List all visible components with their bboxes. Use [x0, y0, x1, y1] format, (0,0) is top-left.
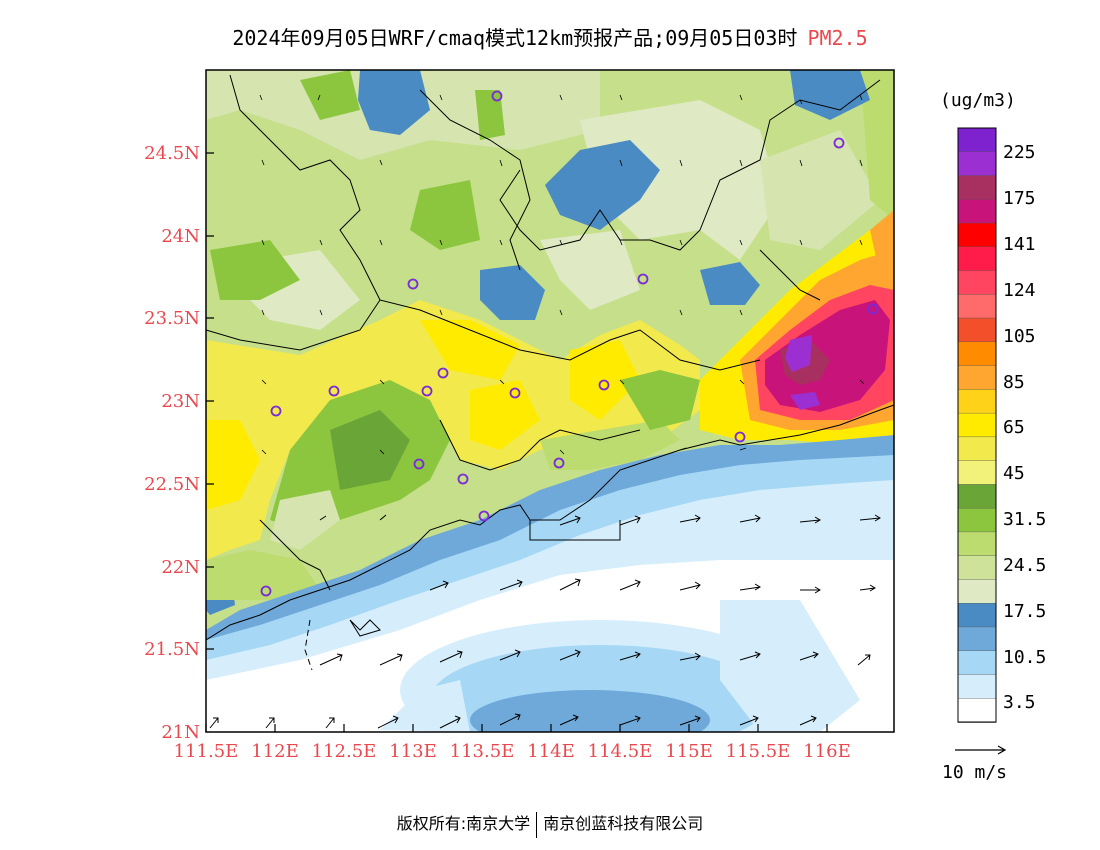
lon-label: 114.5E — [588, 741, 653, 762]
legend-label: 225 — [1003, 142, 1036, 163]
legend-label: 24.5 — [1003, 555, 1046, 576]
legend-color-swatch — [957, 460, 997, 486]
legend-color-swatch — [957, 199, 997, 224]
map-title: 2024年09月05日WRF/cmaq模式12km预报产品;09月05日03时 P… — [0, 22, 1100, 51]
title-variable: PM2.5 — [807, 26, 868, 50]
legend-colorbar — [957, 127, 997, 723]
pm25-field — [206, 70, 894, 732]
legend-color-swatch — [957, 389, 997, 414]
legend-unit: (ug/m3) — [940, 90, 1016, 111]
legend-label: 10.5 — [1003, 647, 1046, 668]
legend-color-swatch — [957, 674, 997, 700]
wind-reference-arrow — [955, 745, 1007, 755]
legend-color-swatch — [957, 698, 997, 723]
lon-label: 114E — [527, 741, 575, 762]
lon-labels: 111.5E 112E 112.5E 113E 113.5E 114E 114.… — [174, 741, 851, 762]
legend-label: 175 — [1003, 188, 1036, 209]
legend-label: 45 — [1003, 463, 1025, 484]
legend-color-swatch — [957, 365, 997, 391]
lon-label: 116E — [803, 741, 851, 762]
wind-vectors — [209, 94, 881, 729]
legend-color-swatch — [957, 626, 997, 652]
city-markers — [260, 90, 879, 597]
legend-label: 105 — [1003, 326, 1036, 347]
legend-label: 85 — [1003, 372, 1025, 393]
lat-label: 22.5N — [144, 474, 200, 495]
title-main: 2024年09月05日WRF/cmaq模式12km预报产品;09月05日03时 — [232, 26, 798, 50]
lat-label: 23N — [161, 391, 200, 412]
boundaries — [206, 74, 894, 671]
legend-color-swatch — [957, 317, 997, 343]
copyright-footer: 版权所有:南京大学 南京创蓝科技有限公司 — [0, 810, 1100, 838]
lon-label: 115.5E — [726, 741, 791, 762]
legend-label: 124 — [1003, 280, 1036, 301]
legend-color-swatch — [957, 151, 997, 177]
legend-color-swatch — [957, 341, 997, 367]
legend-color-swatch — [957, 436, 997, 462]
legend-color-swatch — [957, 531, 997, 557]
legend-color-swatch — [957, 222, 997, 248]
lon-label: 111.5E — [174, 741, 239, 762]
copyright-separator — [536, 811, 538, 838]
lat-labels: 24.5N 24N 23.5N 23N 22.5N 22N 21.5N 21N — [144, 143, 200, 743]
legend-color-swatch — [957, 127, 997, 153]
wind-reference-label: 10 m/s — [942, 762, 1008, 783]
legend-color-swatch — [957, 507, 997, 533]
legend-color-swatch — [957, 175, 997, 201]
legend-label: 31.5 — [1003, 509, 1046, 530]
lat-label: 23.5N — [144, 308, 200, 329]
lon-label: 112.5E — [312, 741, 377, 762]
lon-label: 113.5E — [450, 741, 515, 762]
copyright-right: 南京创蓝科技有限公司 — [543, 814, 704, 833]
copyright-left: 版权所有:南京大学 — [396, 814, 531, 833]
lat-label: 22N — [161, 557, 200, 578]
legend-color-swatch — [957, 484, 997, 509]
lon-label: 115E — [665, 741, 713, 762]
lat-label: 21N — [161, 722, 200, 743]
axis-ticks — [205, 152, 828, 732]
legend-labels: 225 175 141 124 105 85 65 45 31.5 24.5 1… — [1003, 142, 1046, 713]
legend-color-swatch — [957, 603, 997, 628]
legend-label: 65 — [1003, 417, 1025, 438]
legend-colorbar-frame — [957, 127, 997, 723]
legend-color-swatch — [957, 270, 997, 296]
lat-label: 24N — [161, 226, 200, 247]
legend-color-swatch — [957, 412, 997, 438]
legend-color-swatch — [957, 246, 997, 272]
legend-label: 17.5 — [1003, 601, 1046, 622]
lat-label: 24.5N — [144, 143, 200, 164]
legend-color-swatch — [957, 294, 997, 319]
legend-color-swatch — [957, 555, 997, 581]
legend-label: 141 — [1003, 234, 1036, 255]
lon-label: 112E — [251, 741, 299, 762]
legend-color-swatch — [957, 579, 997, 605]
lat-label: 21.5N — [144, 639, 200, 660]
lon-label: 113E — [389, 741, 437, 762]
legend-label: 3.5 — [1003, 692, 1036, 713]
legend-color-swatch — [957, 650, 997, 676]
